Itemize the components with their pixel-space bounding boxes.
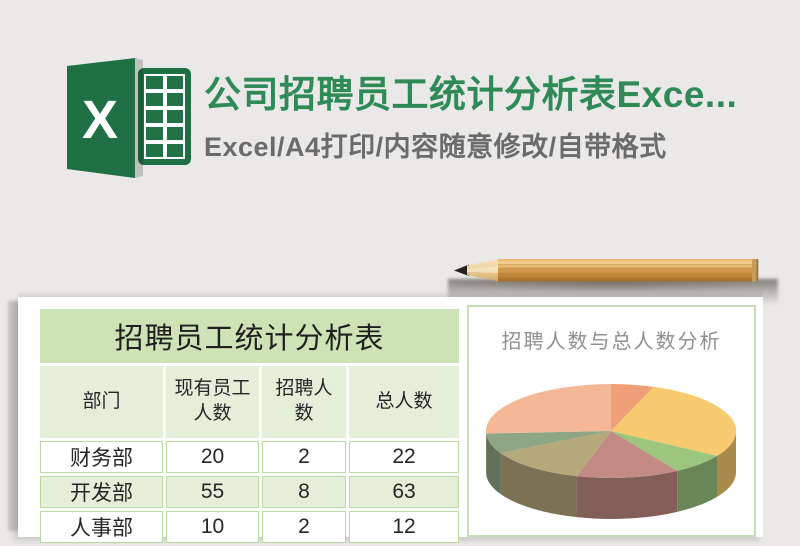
table-cell: 22 [349, 441, 459, 473]
pencil-body [498, 259, 758, 282]
pencil-tip [454, 265, 469, 277]
table-header-cell: 现有员工 人数 [166, 366, 259, 438]
page-subtitle: Excel/A4打印/内容随意修改/自带格式 [204, 125, 794, 161]
pie-slice [486, 384, 611, 433]
table-cell: 8 [262, 476, 346, 508]
table-cell: 2 [262, 441, 346, 473]
page-title: 公司招聘员工统计分析表Exce... [204, 64, 794, 112]
table-cell: 55 [166, 476, 259, 508]
table-title-row: 招聘员工统计分析表 [40, 309, 459, 363]
table-header-cell: 招聘人 数 [262, 366, 346, 438]
table-header-row: 部门现有员工 人数招聘人 数总人数 [40, 366, 459, 438]
pie-chart [469, 307, 754, 535]
table-cell: 20 [166, 441, 259, 473]
table-cell: 开发部 [40, 476, 163, 508]
table-cell: 2 [262, 511, 346, 543]
table-header-cell: 总人数 [349, 366, 459, 438]
table-cell: 财务部 [40, 441, 163, 473]
pencil-graphic [452, 256, 768, 286]
excel-x-letter: X [82, 90, 118, 150]
table-cell: 10 [166, 511, 259, 543]
template-preview-page: { "page": { "background": "#eae9e7" }, "… [0, 0, 800, 526]
pie-chart-panel: 招聘人数与总人数分析 [467, 305, 756, 537]
table-title: 招聘员工统计分析表 [40, 309, 459, 363]
table-cell: 12 [349, 511, 459, 543]
excel-logo: X [58, 56, 198, 180]
table-cell: 63 [349, 476, 459, 508]
pie-slice-side [577, 471, 678, 519]
table-cell: 人事部 [40, 511, 163, 543]
table-header-cell: 部门 [40, 366, 163, 438]
